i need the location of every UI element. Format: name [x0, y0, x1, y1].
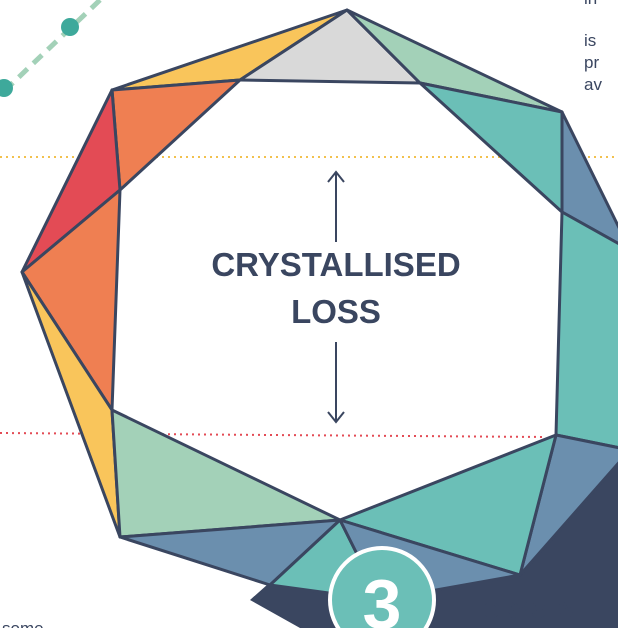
step-number: 3: [363, 565, 402, 628]
center-label: CRYSTALLISED: [211, 246, 460, 283]
side-text: pr: [584, 53, 599, 72]
infographic: CRYSTALLISED LOSS 3 CRYSTALL in is pr av…: [0, 0, 618, 628]
side-text: in: [584, 0, 597, 8]
path-line: [0, 0, 100, 97]
step-title: CRYSTALL: [483, 597, 603, 623]
side-text: av: [584, 75, 602, 94]
side-text: is: [584, 31, 596, 50]
bottom-text: some: [2, 619, 44, 628]
center-label: LOSS: [291, 293, 381, 330]
